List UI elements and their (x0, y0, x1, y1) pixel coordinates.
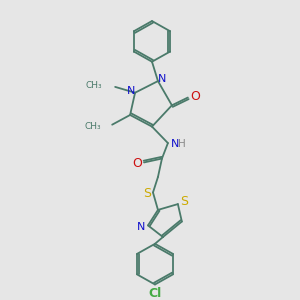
Text: S: S (180, 195, 188, 208)
Text: CH₃: CH₃ (85, 122, 101, 131)
Text: N: N (158, 74, 166, 84)
Text: N: N (137, 222, 145, 232)
Text: Cl: Cl (148, 287, 162, 300)
Text: S: S (143, 187, 151, 200)
Text: O: O (190, 90, 200, 103)
Text: N: N (171, 139, 179, 149)
Text: CH₃: CH₃ (85, 81, 102, 90)
Text: N: N (127, 86, 135, 96)
Text: O: O (132, 157, 142, 170)
Text: H: H (178, 139, 186, 149)
